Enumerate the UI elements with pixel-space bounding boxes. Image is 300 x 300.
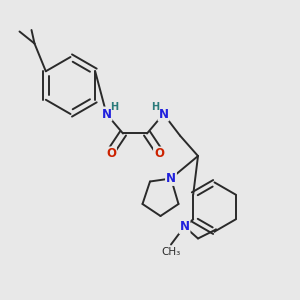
Text: N: N [101,107,112,121]
Text: N: N [179,220,190,233]
Text: H: H [151,101,159,112]
Text: O: O [106,147,116,161]
Text: O: O [154,147,164,161]
Text: N: N [158,107,169,121]
Text: H: H [110,101,118,112]
Text: N: N [166,172,176,185]
Text: CH₃: CH₃ [161,247,181,257]
